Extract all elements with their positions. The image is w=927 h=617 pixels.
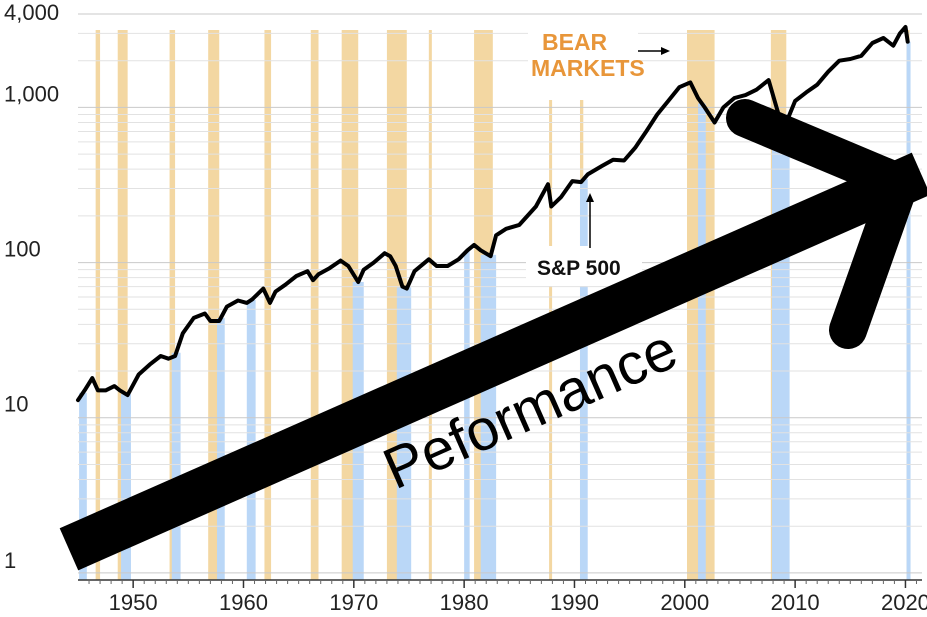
bear-label-arrowhead [661,47,670,55]
recession-band-13 [906,41,911,581]
series-label: S&P 500 [537,257,621,280]
bear-market-band-2 [117,30,128,580]
x-tick-label: 1960 [219,590,268,615]
y-tick-label: 1 [4,548,16,573]
recession-band-3 [171,352,181,580]
recession-band-4 [217,317,225,580]
x-axis-ticks: 1950 1960 1970 1980 1990 2000 2010 2020 [88,580,927,615]
bear-market-band-1 [95,30,101,580]
recession-band-1 [79,392,87,580]
y-tick-label: 1,000 [4,81,59,106]
recession-band-2 [121,394,131,580]
bear-market-band-4 [208,30,220,580]
bear-market-band-9 [428,30,432,580]
bear-market-band-5 [264,30,272,580]
y-tick-label: 10 [4,392,28,417]
series-label-background [526,246,642,286]
bear-label-line2: MARKETS [531,55,645,81]
recession-band-8 [464,250,470,580]
bear-label-line1: BEAR [542,29,608,55]
x-tick-label: 1980 [440,590,489,615]
y-tick-label: 4,000 [4,0,59,25]
y-axis-ticks: 1 10 100 1,000 4,000 [4,0,59,573]
bear-market-band-3 [169,30,176,580]
bear-market-band-6 [310,30,319,580]
recession-band-11 [698,103,706,580]
x-tick-label: 2010 [771,590,820,615]
x-tick-label: 1950 [109,590,158,615]
performance-arrow-icon [59,99,927,571]
series-line-sp500 [76,25,910,403]
series-label-arrowhead [586,193,594,202]
x-tick-label: 2020 [881,590,927,615]
x-tick-label: 1970 [329,590,378,615]
bear-label-background [528,26,638,100]
recession-band-10 [579,178,588,580]
bear-market-band-11 [549,30,553,580]
x-tick-label: 2000 [660,590,709,615]
recession-band-12 [771,116,790,580]
y-tick-label: 100 [4,237,41,262]
recession-band-5 [246,300,256,580]
recession-band-7 [396,287,412,580]
x-tick-label: 1990 [550,590,599,615]
